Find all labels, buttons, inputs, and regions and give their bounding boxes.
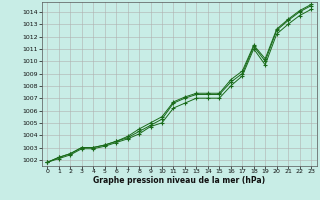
- X-axis label: Graphe pression niveau de la mer (hPa): Graphe pression niveau de la mer (hPa): [93, 176, 265, 185]
